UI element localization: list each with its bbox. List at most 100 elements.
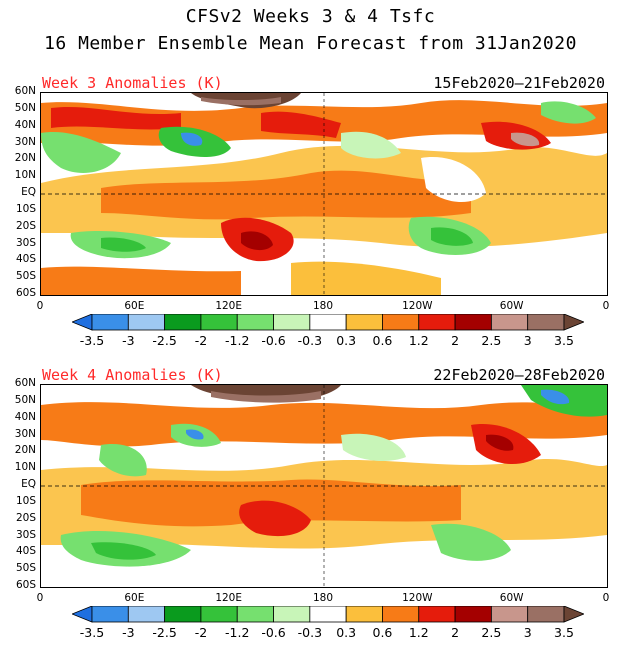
figure-title-line1: CFSv2 Weeks 3 & 4 Tsfc <box>185 6 436 27</box>
latitude-label: 50N <box>14 393 36 406</box>
colorbar-label: -2.5 <box>152 625 177 640</box>
longitude-label: 60E <box>124 300 145 312</box>
colorbar-label: -3 <box>122 333 135 348</box>
latitude-label: 20N <box>14 152 36 165</box>
colorbar-label: 2 <box>451 625 460 640</box>
latitude-label: 30S <box>15 528 36 541</box>
map-svg <box>41 385 607 587</box>
colorbar-box <box>490 314 529 331</box>
latitude-label: 60N <box>14 85 36 97</box>
colorbar-box <box>345 314 383 331</box>
colorbar-box <box>418 606 456 623</box>
colorbar-box <box>527 606 565 623</box>
longitude-label: 0 <box>602 592 610 604</box>
longitude-label: 60W <box>499 592 524 604</box>
latitude-label: 10N <box>14 169 36 182</box>
colorbar-box <box>345 606 383 623</box>
latitude-label: EQ <box>21 478 36 490</box>
colorbar-box <box>527 314 565 331</box>
latitude-label: 10S <box>15 202 36 215</box>
figure-title-line2: 16 Member Ensemble Mean Forecast from 31… <box>44 33 577 54</box>
colorbar-box <box>382 606 420 623</box>
longitude-label: 0 <box>602 300 610 312</box>
week3-panel: Week 3 Anomalies (K) 15Feb2020–21Feb2020 <box>0 74 621 328</box>
colorbar-label: -0.6 <box>261 333 286 348</box>
colorbar-label: -0.3 <box>297 333 323 348</box>
colorbar: -3.5 -3 -2.5 -2 -1.2 -0.6 -0.3 0.3 0.6 1.2 2 2.5 3 3.… <box>72 606 584 646</box>
longitude-label: 60E <box>124 592 145 604</box>
colorbar-label: -3.5 <box>79 625 105 640</box>
colorbar-box <box>236 606 274 623</box>
anomaly-map <box>40 384 608 588</box>
colorbar-svg <box>72 314 584 331</box>
latitude-label: 50S <box>15 270 36 283</box>
longitude-label: 0 <box>36 592 44 604</box>
colorbar-label: 1.2 <box>408 333 429 348</box>
colorbar-label: -2 <box>194 625 208 640</box>
longitude-label: 120E <box>215 300 242 312</box>
colorbar-high-triangle <box>563 606 584 623</box>
longitude-label: 0 <box>36 300 44 312</box>
longitude-label: 60W <box>499 300 524 312</box>
latitude-label: 40S <box>15 545 36 558</box>
latitude-label: 10S <box>15 494 36 507</box>
colorbar-box <box>200 606 238 623</box>
panel-dates: 15Feb2020–21Feb2020 <box>433 74 605 92</box>
latitude-label: 20S <box>15 219 36 232</box>
colorbar-box <box>490 606 529 623</box>
colorbar-label: -3 <box>122 625 135 640</box>
colorbar-box <box>454 314 492 331</box>
colorbar-label: -2.5 <box>152 333 177 348</box>
colorbar-box <box>200 314 238 331</box>
colorbar-box <box>309 606 347 623</box>
latitude-label: 30N <box>14 427 36 440</box>
latitude-label: 30N <box>14 135 36 148</box>
colorbar-box <box>454 606 492 623</box>
colorbar-label: -3.5 <box>79 333 105 348</box>
colorbar-low-triangle <box>72 314 93 331</box>
latitude-label: 50S <box>15 562 36 575</box>
latitude-label: 40S <box>15 253 36 266</box>
colorbar-label: 2.5 <box>481 333 502 348</box>
colorbar-label: 3 <box>523 333 532 348</box>
longitude-label: 120W <box>402 300 433 312</box>
colorbar-box <box>91 606 129 623</box>
latitude-label: 60N <box>14 377 36 389</box>
latitude-label: 20N <box>14 444 36 457</box>
colorbar-box <box>273 314 311 331</box>
latitude-label: EQ <box>21 186 36 198</box>
colorbar-svg <box>72 606 584 623</box>
colorbar-label: -0.6 <box>261 625 286 640</box>
latitude-label: 10N <box>14 461 36 474</box>
colorbar-label: 2.5 <box>481 625 502 640</box>
colorbar-label: 0.3 <box>336 333 357 348</box>
colorbar-box <box>236 314 274 331</box>
colorbar-label: -1.2 <box>225 625 250 640</box>
colorbar-box <box>309 314 347 331</box>
colorbar-box <box>164 606 202 623</box>
colorbar-box <box>418 314 456 331</box>
longitude-label: 120W <box>402 592 433 604</box>
colorbar-box <box>127 606 166 623</box>
latitude-label: 40N <box>14 118 36 131</box>
colorbar-label: 0.6 <box>372 333 393 348</box>
latitude-label: 50N <box>14 101 36 114</box>
panel-title: Week 4 Anomalies (K) <box>42 366 223 384</box>
colorbar-label: -2 <box>194 333 208 348</box>
colorbar-box <box>273 606 311 623</box>
colorbar-label: 3.5 <box>554 333 574 348</box>
latitude-label: 30S <box>15 236 36 249</box>
longitude-label: 120E <box>215 592 242 604</box>
week4-panel: Week 4 Anomalies (K) 22Feb2020–28Feb2020… <box>0 366 621 620</box>
colorbar-label: -0.3 <box>297 625 323 640</box>
latitude-label: 60S <box>15 579 36 591</box>
colorbar-low-triangle <box>72 606 93 623</box>
colorbar-high-triangle <box>563 314 584 331</box>
colorbar-label: -1.2 <box>225 333 250 348</box>
map-svg <box>41 93 607 295</box>
panel-dates: 22Feb2020–28Feb2020 <box>433 366 605 384</box>
colorbar-label: 1.2 <box>408 625 429 640</box>
colorbar-box <box>382 314 420 331</box>
colorbar-box <box>164 314 202 331</box>
colorbar-label: 0.3 <box>336 625 357 640</box>
